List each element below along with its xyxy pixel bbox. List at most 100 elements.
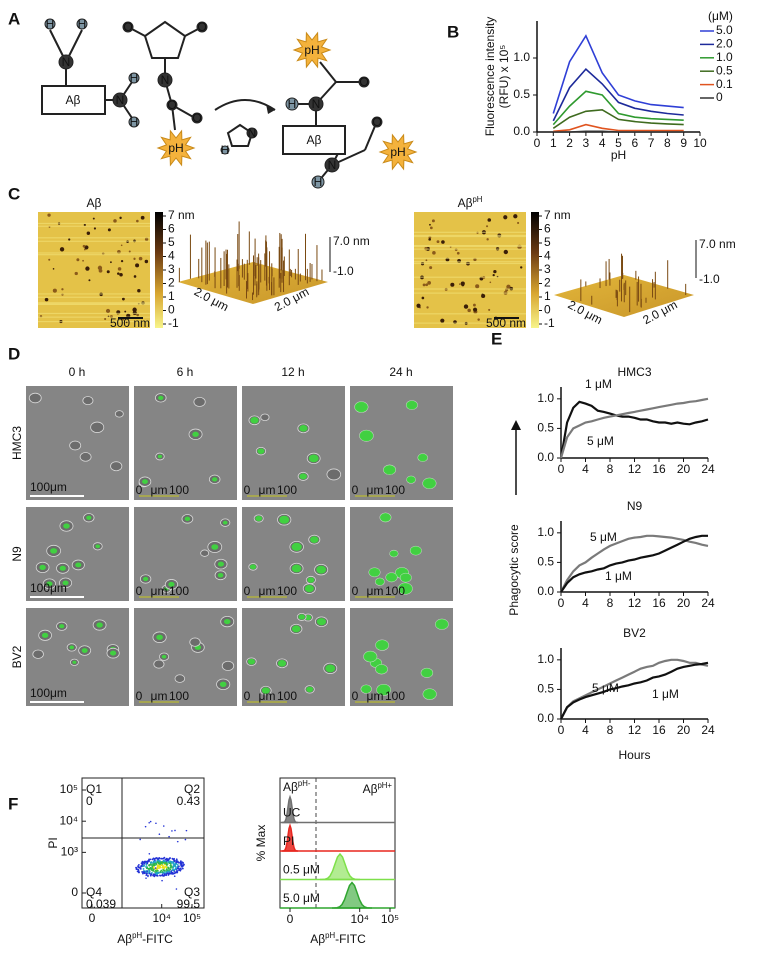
event bbox=[142, 872, 144, 875]
cell-signal bbox=[410, 546, 422, 556]
afm-particle bbox=[432, 251, 436, 255]
series-label: 1 μM bbox=[585, 377, 612, 391]
atom-label: N bbox=[248, 126, 257, 140]
colorbar-label: 5 bbox=[544, 235, 551, 249]
event bbox=[163, 856, 166, 859]
afm-particle bbox=[486, 225, 489, 228]
legend-label: 0 bbox=[716, 90, 723, 104]
event bbox=[137, 871, 140, 874]
event bbox=[139, 868, 142, 870]
event bbox=[169, 857, 171, 859]
cell-signal bbox=[250, 416, 259, 424]
cell-signal bbox=[217, 561, 224, 567]
cell-signal bbox=[142, 479, 148, 484]
x-axis-label-sup: pH bbox=[325, 931, 335, 940]
afm-streak bbox=[414, 288, 526, 290]
cell-signal bbox=[359, 430, 374, 442]
colorbar bbox=[531, 212, 539, 328]
afm-particle bbox=[106, 270, 110, 274]
afm-image bbox=[414, 212, 526, 328]
afm-particle bbox=[429, 266, 433, 270]
cell-signal bbox=[325, 664, 336, 673]
event bbox=[137, 865, 139, 868]
afm-particle bbox=[47, 213, 51, 217]
y-tick-label: 0.0 bbox=[537, 584, 554, 598]
colorbar-label: 2 bbox=[168, 276, 175, 290]
event bbox=[143, 871, 146, 873]
event bbox=[148, 852, 151, 855]
z-top-label: 7.0 nm bbox=[699, 237, 736, 251]
panel-label: B bbox=[447, 22, 459, 41]
afm-particle bbox=[473, 303, 476, 307]
atom-label: O bbox=[167, 98, 176, 112]
afm-particle bbox=[513, 214, 518, 219]
event bbox=[148, 821, 150, 824]
series-line bbox=[553, 130, 684, 133]
event bbox=[166, 863, 169, 865]
event bbox=[160, 869, 163, 872]
atom bbox=[112, 92, 128, 108]
colorbar-label: 3 bbox=[168, 262, 175, 276]
cell-signal bbox=[298, 614, 306, 620]
series-line bbox=[560, 534, 708, 593]
atom bbox=[44, 18, 56, 30]
event bbox=[154, 857, 157, 860]
afm-particle bbox=[119, 216, 122, 220]
event bbox=[151, 871, 153, 874]
atom bbox=[358, 76, 370, 88]
y-tick-label: 0.0 bbox=[537, 711, 554, 725]
atom bbox=[196, 21, 208, 33]
afm-particle bbox=[44, 297, 49, 302]
event bbox=[154, 869, 157, 872]
afm-streak bbox=[38, 293, 150, 295]
chart-title: BV2 bbox=[623, 626, 646, 640]
micrograph bbox=[134, 608, 237, 706]
afm-particle bbox=[140, 215, 145, 220]
ph-burst bbox=[292, 31, 332, 69]
afm-particle bbox=[429, 223, 431, 226]
atom-label: H bbox=[288, 97, 297, 111]
afm-particle bbox=[97, 265, 103, 271]
cell-signal bbox=[72, 660, 77, 664]
micrograph bbox=[242, 386, 345, 500]
event bbox=[177, 861, 180, 864]
series-line bbox=[552, 67, 684, 122]
y-axis-label: % Max bbox=[254, 825, 268, 862]
event bbox=[145, 877, 147, 879]
row-label: N9 bbox=[10, 546, 24, 562]
event bbox=[153, 862, 156, 865]
cell-signal bbox=[375, 578, 385, 586]
scale-bar-label: 100μm bbox=[30, 480, 67, 494]
atom bbox=[157, 72, 173, 88]
cell bbox=[69, 440, 82, 451]
series-line bbox=[560, 658, 709, 720]
afm-particle bbox=[93, 227, 97, 230]
event bbox=[168, 835, 170, 838]
y-tick-label: 0.5 bbox=[537, 555, 554, 569]
y-axis-label: (RFU) x 10⁵ bbox=[497, 45, 511, 109]
small-scale-label: 0 bbox=[352, 689, 359, 703]
afm-particle bbox=[68, 238, 71, 241]
chart-title: N9 bbox=[627, 499, 643, 513]
cell-signal bbox=[310, 536, 319, 543]
atom-label: H bbox=[130, 71, 139, 85]
legend-label: 2.0 bbox=[716, 37, 733, 51]
cell-signal bbox=[59, 624, 65, 629]
y-tick-label: 1.0 bbox=[537, 652, 554, 666]
z-top-label: 7.0 nm bbox=[333, 234, 370, 248]
afm-streak bbox=[38, 254, 150, 256]
afm-streak bbox=[38, 237, 150, 239]
small-scale-label: μm bbox=[259, 483, 276, 497]
event bbox=[152, 870, 155, 872]
event bbox=[178, 867, 180, 870]
atom-label: H bbox=[314, 175, 323, 189]
event bbox=[176, 865, 179, 868]
afm-particle bbox=[120, 260, 124, 263]
event bbox=[170, 870, 173, 872]
small-scale-label: 0 bbox=[136, 483, 143, 497]
afm-streak bbox=[414, 245, 526, 247]
event bbox=[176, 870, 179, 872]
quadrant-name: Q3 bbox=[184, 885, 200, 899]
hist-frame bbox=[279, 777, 396, 909]
cell bbox=[260, 413, 270, 422]
